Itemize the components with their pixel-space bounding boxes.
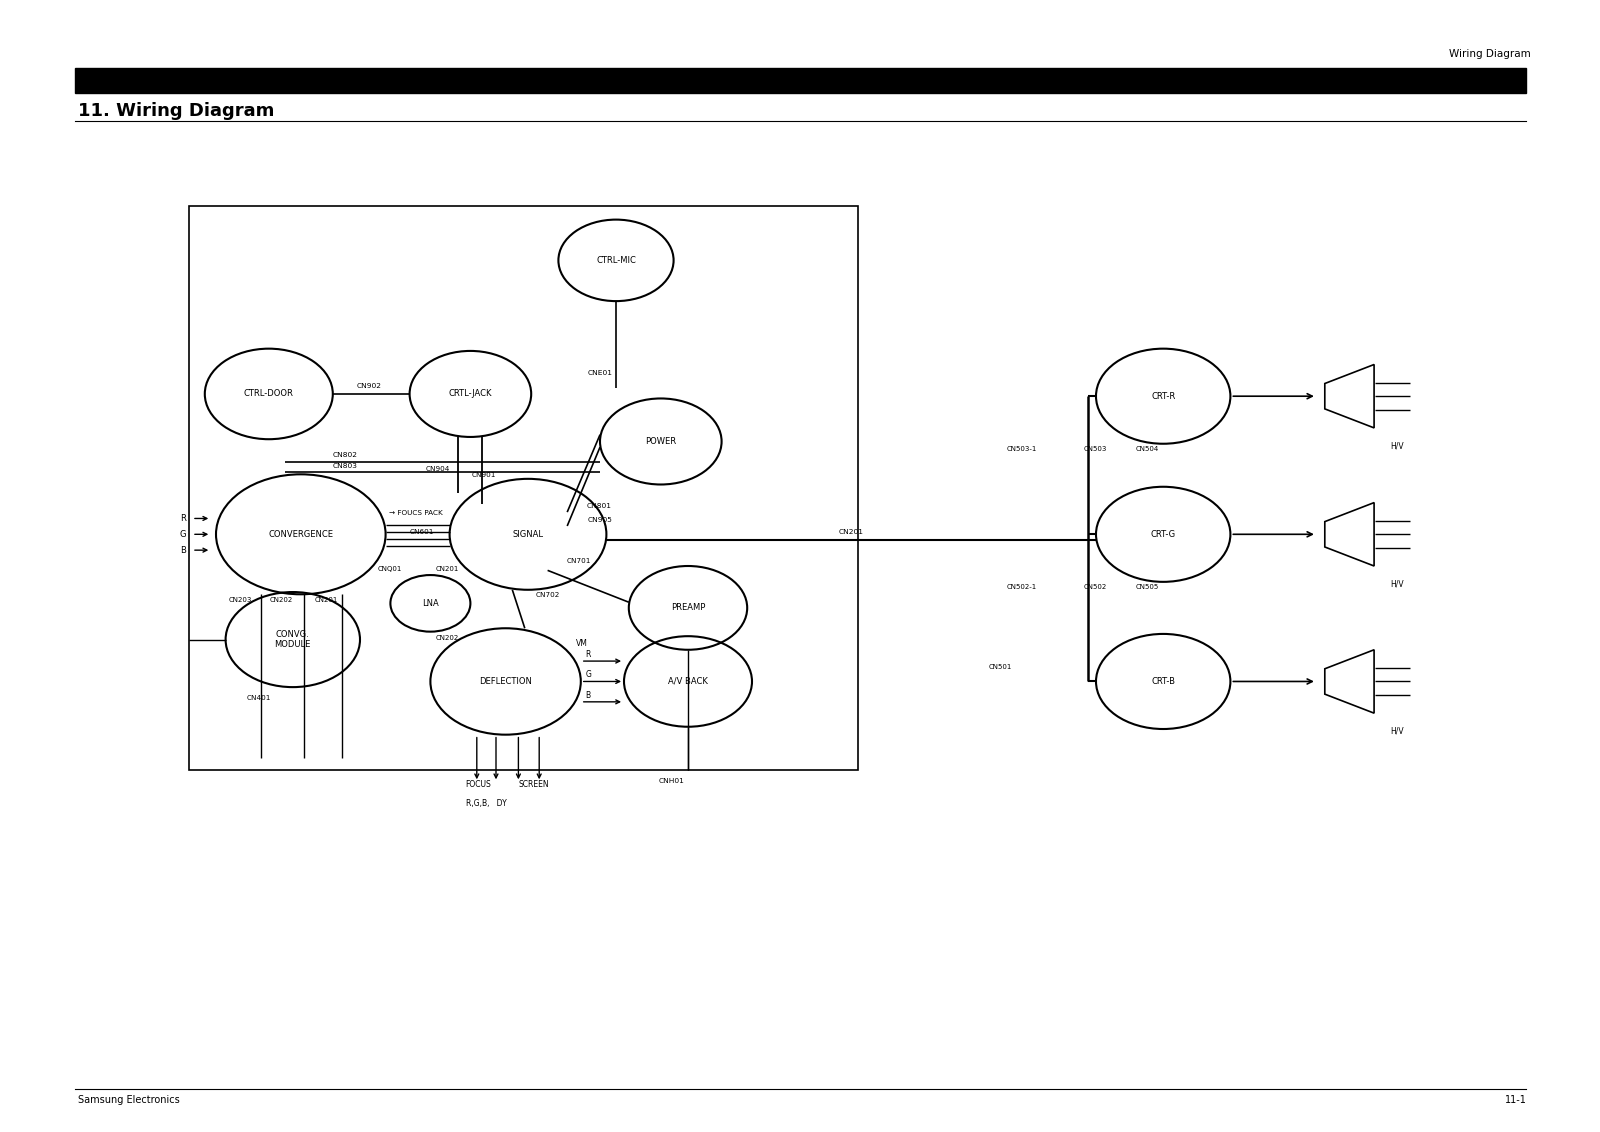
Text: CTRL-MIC: CTRL-MIC	[597, 256, 635, 265]
Text: CN601: CN601	[410, 530, 434, 535]
Bar	[189, 206, 858, 770]
Text: A/V BACK: A/V BACK	[669, 677, 707, 686]
Text: CRT-B: CRT-B	[1152, 677, 1174, 686]
Text: SIGNAL: SIGNAL	[512, 530, 544, 539]
Text: PREAMP: PREAMP	[670, 603, 706, 612]
Text: CTRL-DOOR: CTRL-DOOR	[243, 389, 294, 398]
Text: B: B	[179, 546, 186, 555]
Text: CN503: CN503	[1083, 446, 1107, 452]
Text: CN505: CN505	[1136, 584, 1160, 590]
Text: CN503-1: CN503-1	[1006, 446, 1037, 452]
Text: LNA: LNA	[422, 599, 438, 608]
Text: CN504: CN504	[1136, 446, 1160, 452]
Text: H/V: H/V	[1390, 441, 1405, 451]
Text: CN401: CN401	[246, 695, 272, 701]
Text: DEFLECTION: DEFLECTION	[478, 677, 533, 686]
Text: SCREEN: SCREEN	[518, 780, 549, 789]
Text: CN802: CN802	[333, 453, 358, 458]
Text: R,G,B,   DY: R,G,B, DY	[466, 799, 506, 808]
Text: Samsung Electronics: Samsung Electronics	[78, 1095, 181, 1105]
Text: CN701: CN701	[566, 558, 590, 564]
Bar	[75, 68, 1526, 93]
Text: CN502: CN502	[1083, 584, 1107, 590]
Text: G: G	[179, 530, 186, 539]
Text: H/V: H/V	[1390, 727, 1405, 736]
Text: B: B	[586, 691, 590, 700]
Text: CN202: CN202	[435, 635, 459, 641]
Text: FOCUS: FOCUS	[466, 780, 491, 789]
Text: H/V: H/V	[1390, 580, 1405, 589]
Text: Wiring Diagram: Wiring Diagram	[1450, 49, 1531, 59]
Text: CN901: CN901	[472, 472, 496, 478]
Text: POWER: POWER	[645, 437, 677, 446]
Text: CRT-G: CRT-G	[1150, 530, 1176, 539]
Text: CONVERGENCE: CONVERGENCE	[269, 530, 333, 539]
Text: CRT-R: CRT-R	[1150, 392, 1176, 401]
Text: CN201: CN201	[315, 598, 338, 603]
Text: VM: VM	[576, 638, 587, 648]
Text: CN502-1: CN502-1	[1006, 584, 1037, 590]
Text: R: R	[179, 514, 186, 523]
Text: CN202: CN202	[270, 598, 293, 603]
Text: CRTL-JACK: CRTL-JACK	[448, 389, 493, 398]
Text: CN905: CN905	[587, 516, 613, 523]
Text: G: G	[586, 670, 592, 679]
Text: → FOUCS PACK: → FOUCS PACK	[389, 511, 443, 516]
Text: CN902: CN902	[357, 384, 382, 389]
Text: 11. Wiring Diagram: 11. Wiring Diagram	[78, 102, 275, 120]
Text: CN201: CN201	[838, 530, 864, 535]
Text: CNE01: CNE01	[587, 370, 613, 376]
Text: CN702: CN702	[536, 592, 560, 598]
Text: CN501: CN501	[989, 664, 1011, 670]
Text: CN801: CN801	[587, 503, 613, 508]
Text: CN803: CN803	[333, 463, 358, 469]
Text: 11-1: 11-1	[1504, 1095, 1526, 1105]
Text: CNQ01: CNQ01	[378, 566, 402, 572]
Text: R: R	[586, 650, 590, 659]
Text: CN203: CN203	[229, 598, 251, 603]
Text: CNH01: CNH01	[659, 779, 685, 784]
Text: CONVG.
MODULE: CONVG. MODULE	[275, 629, 310, 650]
Text: CN201: CN201	[435, 566, 459, 572]
Text: CN904: CN904	[426, 466, 450, 472]
